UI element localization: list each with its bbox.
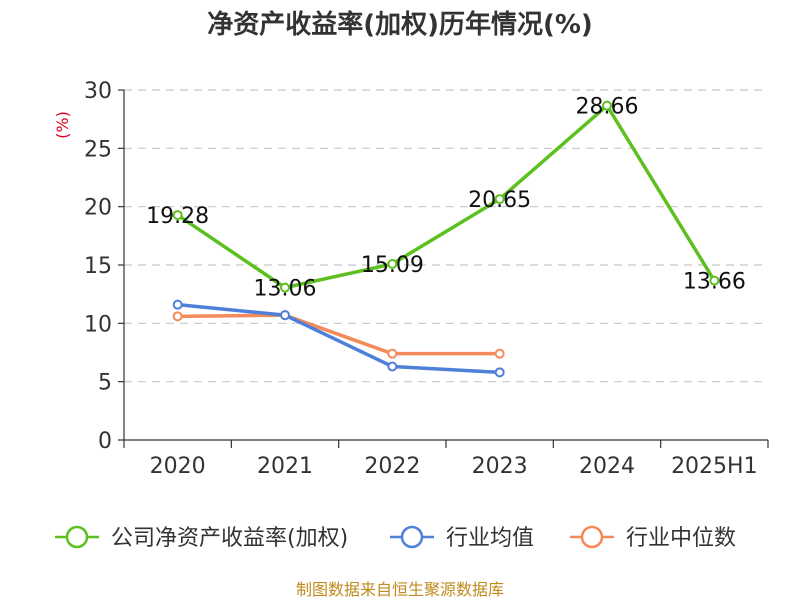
legend-marker-0 — [65, 525, 89, 549]
series-1-point-2022 — [387, 361, 398, 372]
chart-title: 净资产收益率(加权)历年情况(%) — [207, 9, 593, 40]
series-1-point-2023 — [494, 367, 505, 378]
y-tick-label-15: 15 — [84, 254, 112, 279]
data-label-2020: 19.28 — [146, 204, 209, 229]
y-tick-label-5: 5 — [98, 371, 112, 396]
series-1-point-2020 — [172, 299, 183, 310]
series-0-point-2020 — [172, 210, 183, 221]
grid-lines — [124, 89, 768, 383]
legend-label-0: 公司净资产收益率(加权) — [111, 526, 348, 551]
x-tick-label-2025H1: 2025H1 — [671, 454, 758, 479]
legend-marker-1 — [400, 525, 424, 549]
series-2-point-2022 — [387, 348, 398, 359]
series-0-point-2021 — [280, 282, 290, 293]
y-tick-label-25: 25 — [84, 137, 112, 162]
series-0-point-2025H1 — [709, 275, 720, 286]
axes: 0 5 10 15 20 25 30 2020 2021 2022 2023 2024 2025H1 — [84, 79, 769, 479]
y-tick-label-30: 30 — [84, 79, 112, 104]
y-tick-label-20: 20 — [84, 196, 112, 221]
series-1-point-2021 — [280, 310, 290, 321]
x-tick-label-2022: 2022 — [364, 454, 420, 479]
series-0-point-2023 — [494, 194, 505, 205]
legend: 公司净资产收益率(加权) 行业均值 行业中位数 — [55, 525, 736, 551]
series-line-1 — [177, 302, 500, 375]
series-0-point-2022 — [387, 258, 398, 269]
x-tick-label-2024: 2024 — [579, 454, 635, 479]
series-line-2 — [177, 313, 500, 356]
y-axis-label: (%) — [53, 111, 72, 139]
series-0-point-2024 — [602, 100, 612, 111]
y-tick-label-0: 0 — [98, 429, 112, 454]
data-label-2023: 20.65 — [468, 188, 531, 213]
y-tick-label-10: 10 — [84, 312, 112, 337]
legend-label-1: 行业均值 — [446, 526, 534, 551]
data-label-2024: 28.66 — [576, 95, 639, 120]
series-line-0 — [176, 103, 716, 290]
legend-label-2: 行业中位数 — [626, 526, 736, 551]
series-2-point-2020 — [172, 311, 183, 322]
legend-marker-2 — [580, 525, 604, 549]
series-layer — [172, 100, 720, 378]
x-tick-label-2021: 2021 — [257, 454, 313, 479]
data-labels: 19.28 13.06 15.09 20.65 28.66 13.66 — [146, 95, 746, 302]
source-note: 制图数据来自恒生聚源数据库 — [296, 580, 504, 599]
data-label-2022: 15.09 — [361, 253, 424, 278]
x-tick-label-2020: 2020 — [150, 454, 206, 479]
data-label-2025H1: 13.66 — [683, 270, 746, 295]
x-tick-label-2023: 2023 — [472, 454, 528, 479]
data-label-2021: 13.06 — [254, 277, 317, 302]
series-2-point-2023 — [494, 348, 505, 359]
